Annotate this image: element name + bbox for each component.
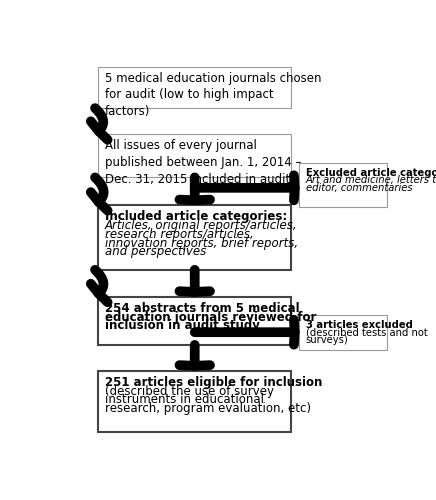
Text: Art and medicine, letters to the: Art and medicine, letters to the xyxy=(306,176,436,186)
Text: 3 articles excluded: 3 articles excluded xyxy=(306,320,412,330)
Text: (described tests and not: (described tests and not xyxy=(306,328,427,338)
Text: research, program evaluation, etc): research, program evaluation, etc) xyxy=(105,402,310,415)
Text: Included article categories:: Included article categories: xyxy=(105,210,287,223)
Text: education journals reviewed for: education journals reviewed for xyxy=(105,310,316,324)
FancyBboxPatch shape xyxy=(99,134,291,178)
Text: innovation reports, brief reports,: innovation reports, brief reports, xyxy=(105,236,298,250)
Text: 5 medical education journals chosen
for audit (low to high impact
factors): 5 medical education journals chosen for … xyxy=(105,72,321,118)
Text: inclusion in audit study: inclusion in audit study xyxy=(105,320,259,332)
Text: Excluded article categories:: Excluded article categories: xyxy=(306,168,436,178)
FancyBboxPatch shape xyxy=(99,297,291,345)
FancyBboxPatch shape xyxy=(99,205,291,270)
Text: editor, commentaries: editor, commentaries xyxy=(306,183,412,193)
Text: All issues of every journal
published between Jan. 1, 2014 –
Dec. 31, 2015 inclu: All issues of every journal published be… xyxy=(105,140,301,186)
Text: Articles, original reports/articles,: Articles, original reports/articles, xyxy=(105,219,297,232)
Text: and perspectives: and perspectives xyxy=(105,246,206,258)
FancyBboxPatch shape xyxy=(99,66,291,108)
Text: 254 abstracts from 5 medical: 254 abstracts from 5 medical xyxy=(105,302,299,315)
FancyBboxPatch shape xyxy=(300,315,387,350)
Text: 251 articles eligible for inclusion: 251 articles eligible for inclusion xyxy=(105,376,322,388)
Text: instruments in educational: instruments in educational xyxy=(105,394,263,406)
Text: research reports/articles,: research reports/articles, xyxy=(105,228,253,241)
Text: surveys): surveys) xyxy=(306,335,348,345)
Text: (described the use of survey: (described the use of survey xyxy=(105,384,273,398)
FancyBboxPatch shape xyxy=(99,370,291,432)
FancyBboxPatch shape xyxy=(300,163,387,207)
